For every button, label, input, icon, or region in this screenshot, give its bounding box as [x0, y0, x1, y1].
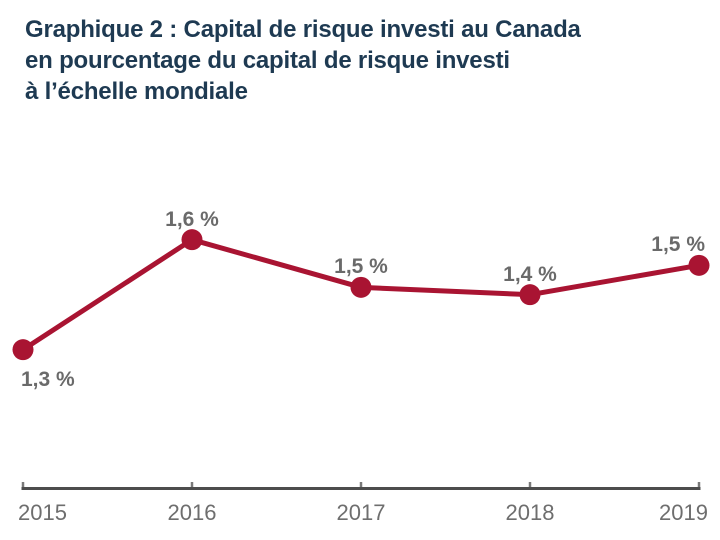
x-axis-label-2015: 2015 [18, 500, 67, 525]
x-axis-label-2016: 2016 [167, 500, 217, 525]
x-axis-label-2018: 2018 [505, 500, 555, 525]
data-label-2017: 1,5 % [334, 255, 388, 279]
x-axis-label-2019: 2019 [659, 500, 708, 525]
data-point-2018 [519, 284, 541, 306]
data-point-2016 [181, 229, 203, 251]
chart-title-line-1: Graphique 2 : Capital de risque investi … [25, 16, 581, 43]
data-point-2017 [350, 276, 372, 298]
x-axis-label-2017: 2017 [336, 500, 386, 525]
chart-title: Graphique 2 : Capital de risque investi … [25, 14, 581, 107]
data-label-2018: 1,4 % [503, 262, 557, 286]
chart-title-line-2: en pourcentage du capital de risque inve… [25, 47, 510, 74]
data-point-2015 [12, 339, 34, 361]
data-label-2015: 1,3 % [21, 367, 75, 391]
data-label-2016: 1,6 % [165, 207, 219, 231]
data-point-2019 [688, 254, 710, 276]
data-label-2019: 1,5 % [651, 233, 705, 257]
chart-title-line-3: à l’échelle mondiale [25, 78, 248, 105]
